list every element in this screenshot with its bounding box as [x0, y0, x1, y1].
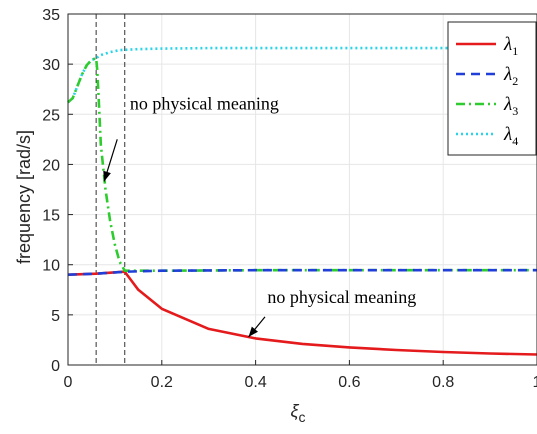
y-tick-label: 15: [42, 208, 60, 225]
y-tick-label: 0: [51, 358, 60, 375]
reference-lines: [95, 14, 126, 365]
x-axis-label-symbol: ξ: [290, 401, 299, 421]
y-tick-label: 20: [42, 157, 60, 174]
annotation-arrowhead: [103, 170, 111, 182]
y-tick-label: 30: [42, 57, 60, 74]
x-tick-label: 0.2: [151, 374, 173, 391]
series-line-4: [67, 46, 537, 104]
y-tick-label: 25: [42, 107, 60, 124]
annotation-text: no physical meaning: [130, 93, 279, 113]
x-tick-label: 0.4: [244, 374, 266, 391]
legend-label-subscript: 4: [512, 134, 518, 148]
x-tick-label: 1: [533, 374, 537, 391]
annotation-arrowhead: [248, 326, 258, 337]
x-tick-label: 0: [64, 374, 73, 391]
y-tick-label: 5: [51, 308, 60, 325]
y-axis-label: frequency [rad/s]: [14, 130, 34, 264]
legend-label-subscript: 2: [512, 74, 518, 88]
axis-ticks: 00.20.40.60.8105101520253035: [42, 7, 537, 391]
x-tick-label: 0.8: [432, 374, 454, 391]
x-tick-label: 0.6: [338, 374, 360, 391]
plot-frame: [67, 13, 537, 366]
annotations: no physical meaning no physical meaning: [103, 93, 416, 338]
series-layer: [67, 46, 537, 356]
y-tick-label: 35: [42, 7, 60, 24]
legend-label-subscript: 1: [512, 44, 518, 58]
x-axis-label: ξc: [290, 401, 305, 425]
series-line-2: [67, 268, 537, 276]
legend-label-subscript: 3: [512, 104, 518, 118]
annotation-text: no physical meaning: [267, 287, 416, 307]
x-axis-label-subscript: c: [299, 409, 306, 425]
y-tick-label: 10: [42, 258, 60, 275]
